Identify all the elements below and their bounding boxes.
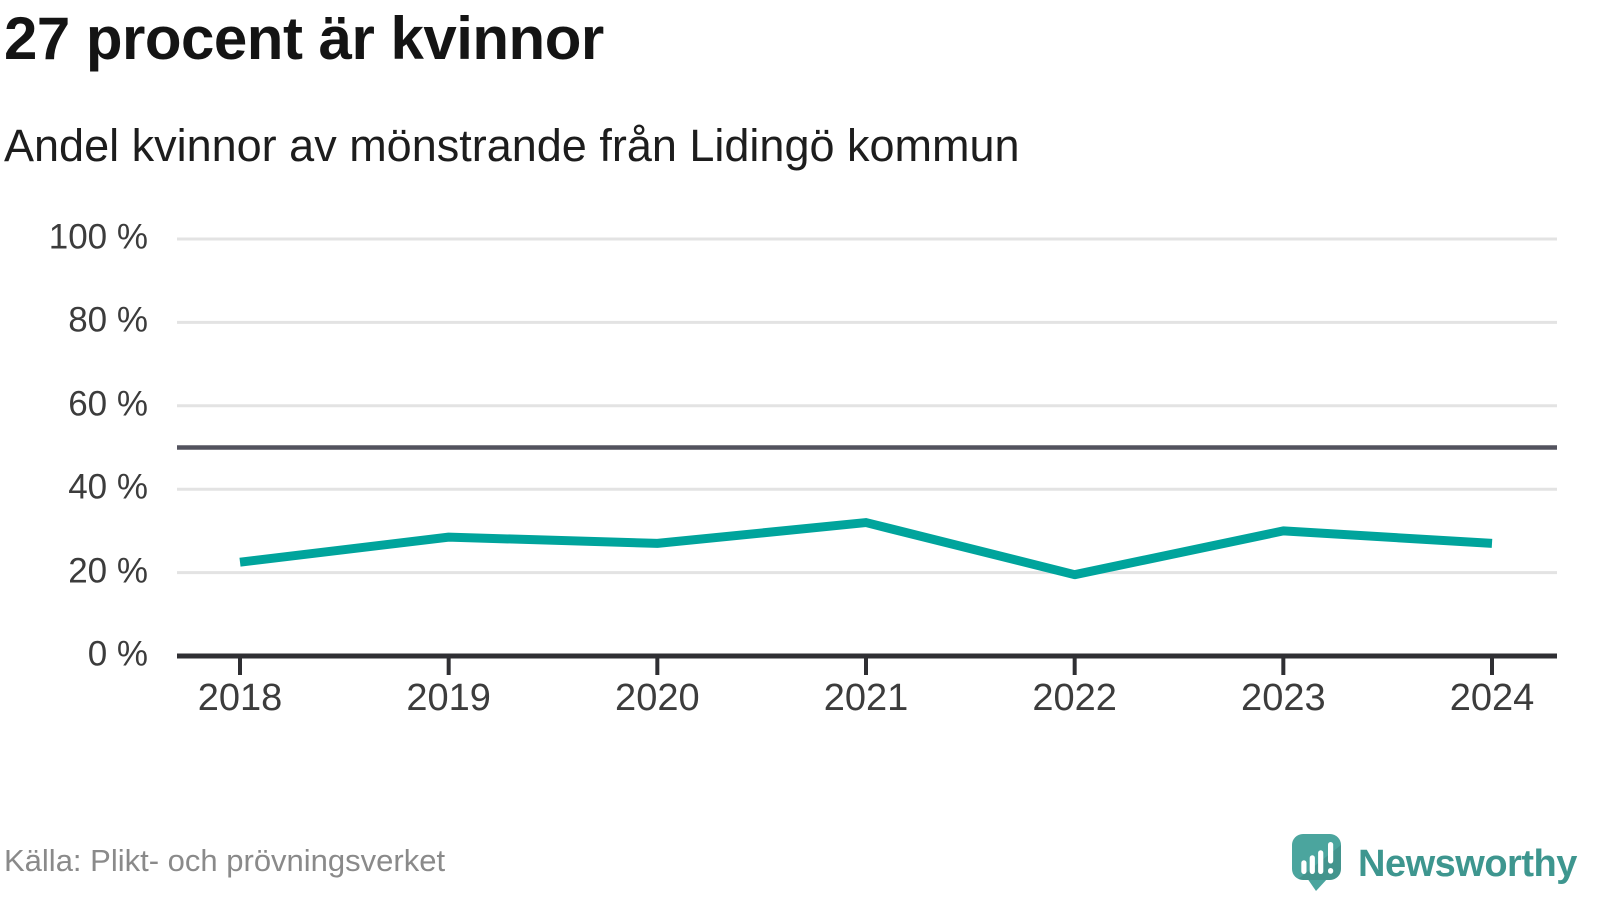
y-axis-tick-label: 60 % [68,384,148,424]
chart-subtitle: Andel kvinnor av mönstrande från Lidingö… [4,120,1020,171]
logo-bar-icon [1309,855,1315,874]
source-note: Källa: Plikt- och prövningsverket [4,843,446,878]
newsworthy-logo: Newsworthy [1292,834,1577,892]
logo-bar-icon [1301,860,1307,874]
x-axis-tick-label: 2018 [197,677,283,719]
chart-title: 27 procent är kvinnor [4,5,604,72]
logo-exclamation-icon [1328,842,1334,864]
x-axis-tick-label: 2023 [1241,677,1326,719]
logo-exclamation-icon [1328,868,1334,874]
x-axis-tick-label: 2019 [406,677,491,719]
y-axis-tick-label: 0 % [87,634,148,674]
x-axis-tick-label: 2022 [1032,677,1117,719]
x-axis-tick-label: 2024 [1449,677,1535,719]
x-axis-tick-label: 2021 [823,677,909,719]
y-axis-tick-label: 100 % [48,217,148,257]
y-axis-tick-label: 40 % [68,467,148,507]
x-axis-tick-label: 2020 [615,677,700,719]
y-axis-tick-label: 80 % [68,300,148,340]
logo-bar-icon [1318,850,1324,874]
newsworthy-logo-icon [1292,834,1341,891]
data-line [239,518,1493,580]
y-axis-tick-label: 20 % [68,550,148,590]
newsworthy-logo-text: Newsworthy [1358,843,1577,885]
